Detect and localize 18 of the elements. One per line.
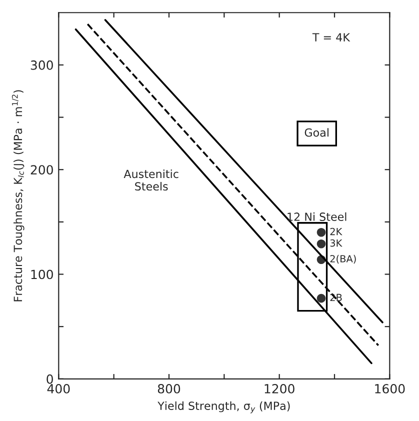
- y-tick-label: 100: [31, 270, 53, 280]
- annotation: Austenitic Steels: [124, 170, 178, 191]
- y-tick-label: 300: [30, 60, 53, 70]
- x-axis-title: Yield Strength, σ$_{y}$ (MPa): [158, 401, 290, 414]
- x-tick-label: 1200: [264, 384, 294, 394]
- y-tick-label: 0: [46, 374, 53, 384]
- y-tick-label: 200: [30, 165, 53, 175]
- x-tick-label: 1600: [375, 384, 405, 394]
- series-label: 2(BA): [330, 254, 356, 264]
- series-label: 2K: [330, 228, 342, 236]
- series-label: 2B: [330, 294, 342, 302]
- series-label: 3K: [330, 239, 342, 247]
- annotation: 12 Ni Steel: [288, 212, 346, 221]
- x-tick-label: 400: [47, 384, 70, 394]
- y-axis-title: Fracture Toughness, K$_{Ic}$(J) (MPa · m$^{1/2}$): [12, 90, 24, 302]
- annotation: Goal: [304, 128, 328, 137]
- x-tick-label: 800: [158, 384, 180, 394]
- annotation: T = 4K: [312, 33, 350, 42]
